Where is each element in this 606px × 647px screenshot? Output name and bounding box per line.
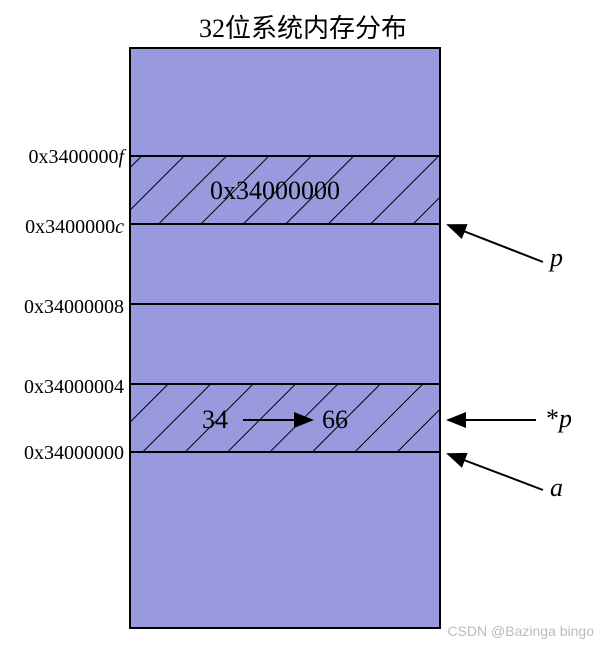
watermark: CSDN @Bazinga bingo xyxy=(447,623,594,639)
addr-label-4: 0x34000000 xyxy=(24,442,124,465)
cell-new-value: 66 xyxy=(322,405,348,435)
diagram-svg xyxy=(0,0,606,647)
label-starp: *p xyxy=(546,404,572,434)
label-p: p xyxy=(550,243,563,273)
diagram-container: 32位系统内存分布 0x3400000f 0x340000 xyxy=(0,0,606,647)
cell-pointer-value: 0x34000000 xyxy=(210,176,340,206)
arrow-p xyxy=(448,225,543,262)
addr-label-1: 0x3400000c xyxy=(25,216,124,239)
addr-label-0: 0x3400000f xyxy=(28,146,124,169)
memory-rect xyxy=(130,48,440,628)
cell-old-value: 34 xyxy=(202,405,228,435)
addr-label-2: 0x34000008 xyxy=(24,296,124,319)
addr-label-3: 0x34000004 xyxy=(24,376,124,399)
arrow-a xyxy=(448,454,543,490)
value-a-cell xyxy=(130,384,440,452)
label-a: a xyxy=(550,473,563,503)
